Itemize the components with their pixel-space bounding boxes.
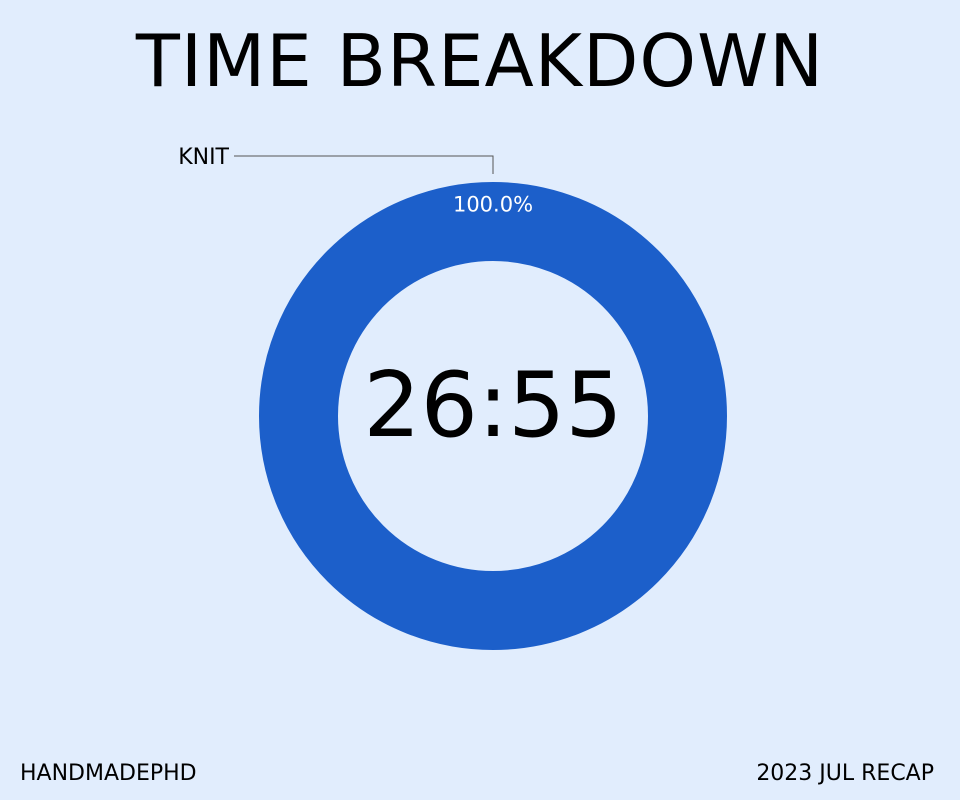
slices-group (259, 182, 727, 650)
slice-knit (259, 182, 727, 650)
leader-line (234, 155, 494, 174)
center-label: 26:55 (363, 353, 622, 458)
percent-label: 100.0% (453, 193, 533, 217)
footer-recap-label: 2023 JUL RECAP (756, 761, 934, 786)
page-title: TIME BREAKDOWN (135, 19, 825, 103)
footer-brand: HANDMADEPHD (20, 761, 197, 786)
labels-group: 100.0% KNIT (178, 145, 533, 217)
category-label: KNIT (178, 145, 229, 170)
